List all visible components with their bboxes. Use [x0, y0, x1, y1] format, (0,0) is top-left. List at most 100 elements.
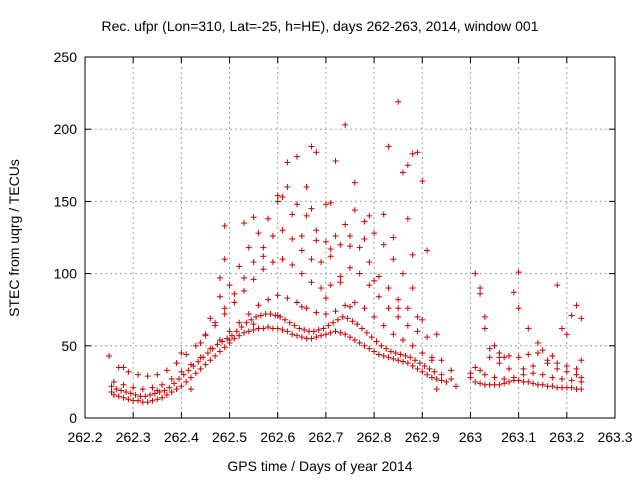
data-point: [279, 326, 286, 333]
data-point: [236, 263, 243, 270]
data-point: [563, 363, 570, 370]
data-point: [120, 364, 127, 371]
data-point: [554, 360, 561, 367]
data-point: [260, 244, 267, 251]
data-point: [419, 350, 426, 357]
data-point: [412, 357, 419, 364]
data-point: [438, 357, 445, 364]
data-point: [416, 360, 423, 367]
data-point: [573, 371, 580, 378]
data-point: [221, 311, 228, 318]
data-point: [515, 354, 522, 361]
data-point: [327, 246, 334, 253]
data-point: [559, 325, 565, 332]
data-point: [395, 98, 402, 105]
data-point: [243, 319, 250, 326]
data-point: [322, 295, 329, 302]
data-point: [419, 316, 426, 323]
data-point: [113, 386, 120, 393]
x-ticks: 262.2 262.3 262.4 262.5 262.6 262.7 262.8 262.9…: [67, 57, 633, 445]
data-point: [245, 328, 252, 335]
x-tick-label: 263.1: [501, 429, 536, 445]
x-tick-label: 262.8: [357, 429, 392, 445]
data-point: [226, 282, 233, 289]
data-point: [431, 368, 438, 375]
data-point: [228, 332, 235, 339]
data-point: [120, 381, 127, 388]
data-point: [171, 380, 178, 387]
data-point: [380, 352, 387, 359]
data-point: [159, 394, 166, 401]
data-point: [506, 378, 512, 385]
data-point: [375, 293, 382, 300]
data-point: [202, 331, 209, 338]
x-tick-label: 262.6: [260, 429, 295, 445]
data-point: [318, 259, 325, 266]
data-point: [255, 230, 262, 237]
data-point: [334, 316, 341, 323]
data-point: [392, 350, 399, 357]
data-point: [221, 222, 228, 229]
data-point: [337, 329, 344, 336]
grid: [85, 57, 615, 418]
data-point: [361, 342, 368, 349]
data-point: [294, 153, 300, 160]
data-point: [301, 326, 308, 333]
data-point: [366, 282, 373, 289]
data-point: [520, 365, 527, 372]
data-point: [337, 273, 344, 280]
data-point: [578, 386, 585, 393]
y-tick-label: 150: [54, 193, 78, 209]
data-point: [216, 274, 223, 281]
data-point: [371, 230, 378, 237]
data-point: [289, 331, 296, 338]
data-point: [149, 397, 156, 404]
data-point: [380, 322, 387, 329]
data-point: [185, 367, 192, 374]
data-point: [115, 393, 122, 400]
data-point: [327, 199, 334, 206]
data-point: [356, 270, 363, 277]
data-point: [250, 321, 257, 328]
y-tick-label: 250: [54, 49, 78, 65]
data-point: [481, 313, 488, 320]
data-point: [342, 121, 349, 128]
data-point: [539, 371, 546, 378]
data-point: [296, 325, 303, 332]
data-point: [400, 169, 406, 176]
data-point: [578, 357, 585, 364]
data-point: [178, 383, 185, 390]
data-point: [154, 371, 161, 378]
data-point: [274, 192, 281, 199]
data-point: [332, 233, 339, 240]
data-point: [506, 352, 512, 359]
data-point: [539, 347, 546, 354]
data-point: [428, 374, 435, 381]
data-point: [400, 337, 406, 344]
data-point: [166, 384, 173, 391]
data-point: [539, 381, 546, 388]
data-point: [248, 316, 255, 323]
data-point: [337, 241, 344, 248]
data-point: [385, 354, 392, 361]
y-tick-label: 0: [69, 410, 77, 426]
data-point: [342, 331, 349, 338]
data-point: [284, 183, 291, 190]
data-point: [253, 313, 260, 320]
data-point: [433, 331, 440, 338]
data-point: [330, 319, 337, 326]
x-tick-label: 262.2: [67, 429, 102, 445]
data-point: [438, 371, 445, 378]
data-point: [351, 337, 358, 344]
data-point: [421, 363, 428, 370]
x-tick-label: 262.7: [308, 429, 343, 445]
data-point: [178, 350, 185, 357]
data-point: [231, 290, 238, 297]
data-point: [414, 313, 421, 320]
data-point: [342, 302, 349, 309]
data-point: [409, 363, 416, 370]
data-point: [404, 162, 411, 169]
data-point: [178, 368, 185, 375]
data-point: [308, 279, 315, 286]
data-point: [530, 380, 537, 387]
